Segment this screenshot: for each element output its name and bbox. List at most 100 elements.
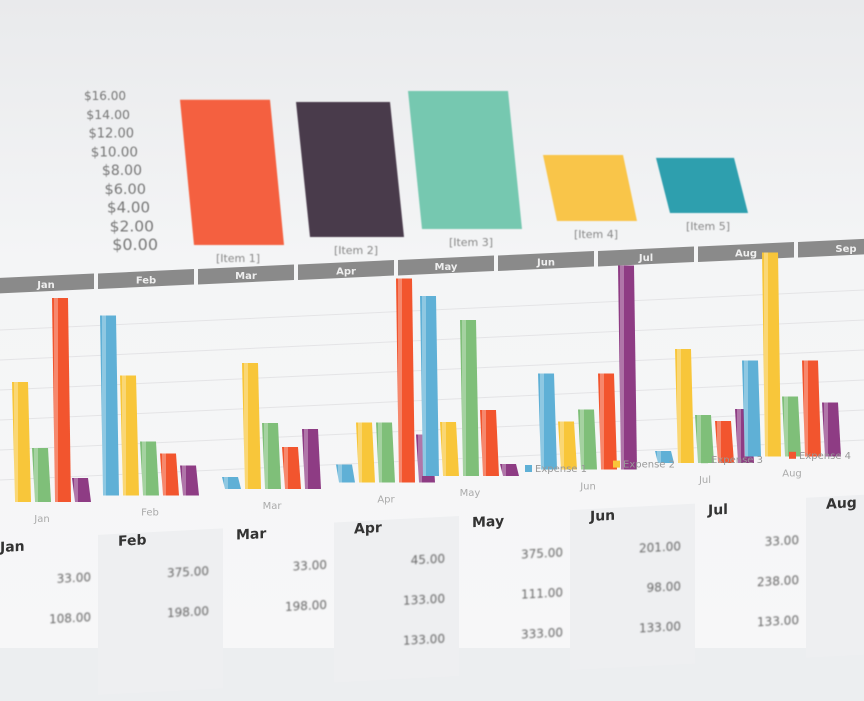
- month-header-label: Aug: [735, 249, 757, 260]
- month-header-cell: [98, 269, 194, 289]
- table-cell: 45.00: [410, 551, 445, 568]
- expense-bar: [420, 296, 439, 476]
- x-tick-label: [Item 4]: [574, 228, 618, 241]
- expense-bar: [160, 453, 179, 496]
- bar-highlight: [824, 402, 828, 457]
- expense-bar: [500, 464, 519, 476]
- item-bar: [180, 99, 284, 245]
- month-header-cell: [398, 255, 494, 276]
- bar-highlight: [560, 421, 564, 470]
- bar-highlight: [764, 252, 768, 457]
- expense-bar: [140, 441, 159, 496]
- legend-label: Expense 4: [799, 451, 851, 462]
- bar-highlight: [744, 360, 748, 457]
- y-tick-label: $4.00: [107, 199, 150, 217]
- table-cell: 333.00: [521, 625, 563, 642]
- expense-bar: [762, 252, 781, 457]
- x-tick-label: Jun: [579, 482, 596, 493]
- expense-bar-chart: Jan Feb Mar Apr May Jun Jul Aug Expense 1 Expense…: [0, 252, 864, 525]
- expense-bar: [598, 373, 617, 470]
- bar-highlight: [398, 278, 402, 483]
- expense-bar: [242, 363, 261, 489]
- bar-highlight: [162, 453, 166, 496]
- x-tick-label: Aug: [782, 469, 802, 480]
- x-tick-label: [Item 2]: [334, 244, 378, 257]
- bar-highlight: [737, 409, 741, 463]
- table-cell: 33.00: [56, 570, 91, 587]
- month-header-cell: [298, 260, 394, 280]
- table-column: Apr 45.00 133.00 133.00: [334, 515, 459, 683]
- month-header-label: May: [435, 262, 458, 273]
- legend-swatch: [789, 451, 796, 459]
- bar-highlight: [54, 298, 58, 502]
- y-tick-label: $8.00: [102, 163, 142, 179]
- item-bar: [656, 157, 748, 213]
- table-cell: 375.00: [167, 564, 209, 581]
- y-tick-label: $6.00: [104, 182, 146, 198]
- expense-bar: [802, 360, 821, 457]
- month-header-label: Jul: [638, 253, 653, 264]
- table-cell: 108.00: [49, 610, 91, 627]
- expense-bar: [120, 375, 139, 496]
- bar-highlight: [717, 421, 721, 463]
- month-header-label: Jan: [36, 280, 55, 291]
- bar-highlight: [657, 451, 661, 463]
- legend-label: Expense 3: [711, 455, 763, 466]
- table-column: May 375.00 111.00 333.00: [452, 510, 577, 677]
- month-header-cell: [0, 273, 94, 294]
- legend-label: Expense 1: [535, 464, 587, 475]
- bar-highlight: [418, 434, 422, 483]
- x-tick-label: May: [460, 488, 481, 499]
- table-header: Aug: [826, 495, 857, 513]
- expense-bar: [538, 373, 557, 470]
- table-column: Jan 33.00 108.00: [0, 534, 105, 701]
- x-tick-label: Mar: [263, 501, 283, 512]
- legend-swatch: [613, 460, 620, 468]
- x-tick-label: Jan: [33, 514, 49, 525]
- month-header-label: Sep: [835, 244, 856, 255]
- bar-highlight: [784, 396, 788, 457]
- table-cell: 198.00: [285, 597, 327, 615]
- y-tick-label: $12.00: [89, 127, 135, 142]
- bar-highlight: [142, 441, 146, 496]
- expense-bar: [12, 382, 31, 502]
- bar-highlight: [182, 465, 186, 496]
- item-bar: [408, 91, 522, 229]
- bar-highlight: [697, 415, 701, 463]
- y-tick-label: $14.00: [86, 107, 130, 122]
- y-tick-label: $16.00: [84, 89, 126, 103]
- bar-highlight: [122, 375, 126, 496]
- table-cell: 133.00: [403, 631, 445, 648]
- expense-bar: [302, 429, 321, 489]
- table-cell: 133.00: [757, 613, 799, 630]
- table-cell: 133.00: [639, 619, 681, 636]
- expense-bar: [262, 423, 281, 489]
- month-header-label: Apr: [336, 267, 356, 278]
- table-cell: 133.00: [403, 591, 445, 608]
- expense-bar: [180, 465, 199, 496]
- table-cell: 33.00: [292, 557, 327, 574]
- expense-bar: [480, 410, 499, 476]
- bar-highlight: [442, 422, 446, 476]
- bar-highlight: [462, 320, 466, 476]
- bar-highlight: [600, 373, 604, 470]
- x-tick-label: [Item 3]: [449, 236, 493, 249]
- table-cell: 375.00: [521, 545, 563, 562]
- expense-bar: [32, 448, 51, 502]
- table-column: Mar 33.00 198.00: [216, 522, 341, 689]
- expense-bar: [618, 265, 637, 470]
- bar-highlight: [620, 265, 624, 470]
- month-header-cell: [198, 264, 294, 285]
- bar-highlight: [284, 447, 288, 489]
- table-cell: 33.00: [764, 533, 799, 549]
- legend-swatch: [525, 465, 532, 472]
- spreadsheet-page: $0.00 $2.00 $4.00 $6.00 $8.00 $10.00 $12.00 $14…: [0, 0, 864, 648]
- expense-bar: [822, 402, 841, 457]
- table-cell: 201.00: [639, 539, 681, 556]
- expense-bar: [578, 409, 597, 470]
- bar-highlight: [264, 423, 268, 489]
- bar-highlight: [502, 464, 506, 476]
- table-cell: 98.00: [646, 579, 681, 596]
- x-tick-label: [Item 5]: [686, 220, 730, 233]
- bar-highlight: [540, 373, 544, 470]
